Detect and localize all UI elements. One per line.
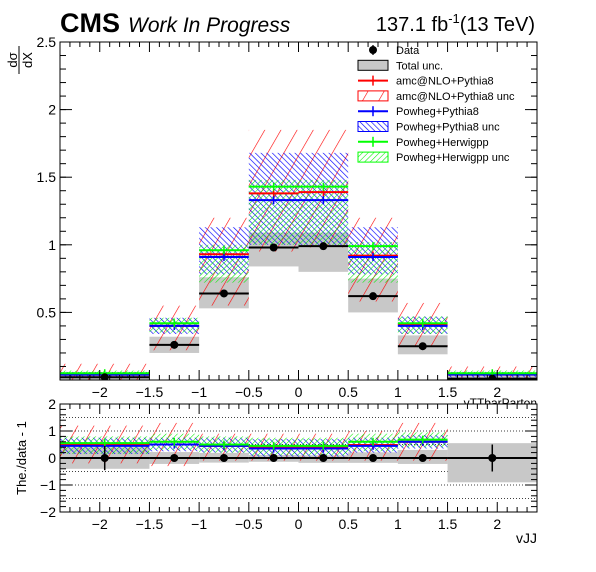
x-tick-label: −1.5 bbox=[136, 516, 164, 532]
x-tick-label: 2 bbox=[493, 516, 501, 532]
lumi-prefix: 137.1 fb bbox=[376, 14, 448, 36]
lumi-exponent: -1 bbox=[448, 11, 460, 26]
legend-total-unc-swatch bbox=[357, 59, 389, 71]
lumi-suffix: (13 TeV) bbox=[460, 14, 535, 36]
main-plot-area bbox=[60, 129, 537, 380]
legend-powheg_herwig-hatch bbox=[357, 151, 389, 163]
legend-label: Powheg+Herwigpp unc bbox=[396, 152, 510, 164]
data-point bbox=[219, 454, 228, 462]
x-tick-label: −1 bbox=[191, 516, 207, 532]
data-point bbox=[488, 454, 497, 462]
legend-label: amc@NLO+Pythia8 unc bbox=[396, 91, 515, 103]
data-point bbox=[369, 292, 378, 301]
x-tick-label: 0 bbox=[295, 384, 303, 400]
data-point bbox=[100, 373, 109, 380]
legend-label: Data bbox=[396, 45, 420, 57]
y-tick-label: −2 bbox=[40, 504, 56, 520]
x-tick-label: 1.5 bbox=[438, 384, 458, 400]
main-ylabel-numerator: dσ bbox=[5, 52, 20, 67]
legend-powheg_pythia-hatch bbox=[357, 121, 389, 132]
legend-label: Powheg+Pythia8 unc bbox=[396, 122, 500, 134]
legend-amc-hatch bbox=[357, 90, 389, 102]
y-tick-label: −1 bbox=[40, 477, 56, 493]
data-point bbox=[269, 454, 278, 462]
lumi-label: 137.1 fb-1(13 TeV) bbox=[376, 11, 535, 36]
data-point bbox=[418, 342, 427, 351]
work-in-progress-label: Work In Progress bbox=[128, 14, 291, 37]
x-tick-label: −2 bbox=[92, 384, 108, 400]
y-tick-label: 0.5 bbox=[37, 304, 57, 320]
cms-label: CMS bbox=[60, 8, 120, 38]
legend: Data Total unc. amc@NLO+Pythia8 amc@NLO+Pyt… bbox=[357, 45, 515, 164]
x-tick-label: −2 bbox=[92, 516, 108, 532]
x-tick-label: −1.5 bbox=[136, 384, 164, 400]
data-point bbox=[418, 454, 427, 462]
main-axes: −2 −1.5 −1 −0.5 0 0.5 1 1.5 2 0.5 1 1.5 2 2.5 bbox=[37, 34, 538, 400]
x-tick-label: 1 bbox=[394, 516, 402, 532]
y-tick-label: 2.5 bbox=[37, 34, 57, 50]
main-panel: −2 −1.5 −1 −0.5 0 0.5 1 1.5 20.511.522.5 dσ dX v… bbox=[5, 34, 538, 410]
data-point bbox=[369, 454, 378, 462]
data-point bbox=[219, 289, 228, 298]
x-tick-label: 0 bbox=[295, 516, 303, 532]
y-tick-label: 0 bbox=[48, 450, 56, 466]
legend-label: Powheg+Pythia8 bbox=[396, 106, 479, 118]
data-point bbox=[100, 454, 109, 462]
data-point bbox=[269, 243, 278, 252]
y-tick-label: 2 bbox=[48, 102, 56, 118]
x-tick-label: −0.5 bbox=[235, 384, 263, 400]
ratio-panel: −2 −1.5 −1 −0.5 0 0.5 1 1.5 2 −2 −1 0 1 2 The./data -… bbox=[14, 396, 538, 546]
data-point bbox=[319, 454, 328, 462]
x-tick-label: 1.5 bbox=[438, 516, 458, 532]
x-tick-label: 1 bbox=[394, 384, 402, 400]
x-tick-label: −1 bbox=[191, 384, 207, 400]
x-tick-label: 0.5 bbox=[338, 384, 358, 400]
x-tick-label: 2 bbox=[493, 384, 501, 400]
data-point bbox=[170, 340, 179, 349]
legend-label: amc@NLO+Pythia8 bbox=[396, 76, 494, 88]
ratio-plot-area bbox=[60, 417, 537, 499]
ratio-ylabel: The./data - 1 bbox=[14, 421, 29, 495]
data-point bbox=[488, 374, 497, 380]
data-point bbox=[319, 242, 328, 251]
legend-data-marker bbox=[369, 46, 377, 54]
ratio-axes: −2 −1.5 −1 −0.5 0 0.5 1 1.5 2 −2 −1 0 1 2 bbox=[40, 396, 538, 532]
x-tick-label: 0.5 bbox=[338, 516, 358, 532]
y-tick-label: 1 bbox=[48, 237, 56, 253]
main-ylabel-denominator: dX bbox=[20, 52, 35, 68]
legend-label: Powheg+Herwigpp bbox=[396, 137, 489, 149]
x-tick-label: −0.5 bbox=[235, 516, 263, 532]
data-point bbox=[170, 454, 179, 462]
ratio-xlabel: vJJ bbox=[516, 530, 537, 546]
y-tick-label: 1.5 bbox=[37, 169, 57, 185]
legend-label: Total unc. bbox=[396, 60, 443, 72]
y-tick-label: 1 bbox=[48, 423, 56, 439]
y-tick-label: 2 bbox=[48, 396, 56, 412]
